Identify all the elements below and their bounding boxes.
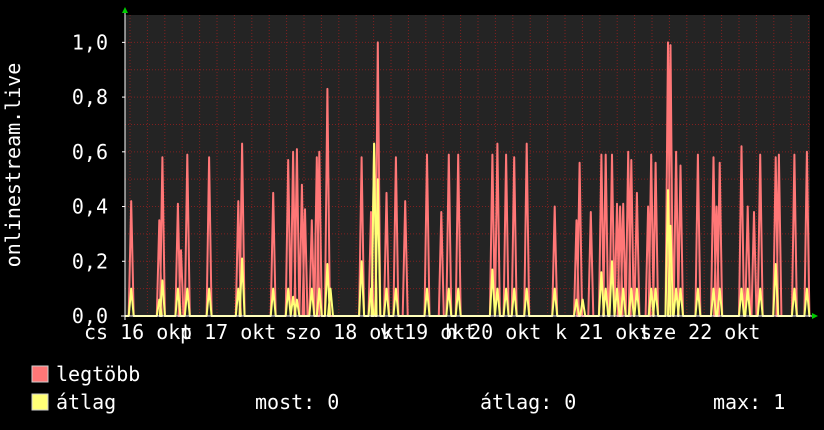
y-axis-arrow-icon — [122, 7, 128, 13]
legend-swatch-max — [31, 365, 49, 383]
x-tick-label: k 21 okt — [555, 320, 651, 344]
x-tick-label: szo 18 okt — [285, 320, 405, 344]
x-tick-label: h 20 okt — [445, 320, 541, 344]
y-tick-label: 1,0 — [72, 30, 108, 54]
legend-label-max: legtöbb — [56, 362, 140, 386]
stat-current: most: 0 — [255, 390, 339, 414]
y-tick-label: 0,8 — [72, 85, 108, 109]
y-tick-label: 0,6 — [72, 140, 108, 164]
stat-average: átlag: 0 — [480, 390, 576, 414]
x-tick-label: cs 16 okt — [84, 320, 192, 344]
y-tick-label: 0,2 — [72, 249, 108, 273]
x-tick-label: v 19 okt — [380, 320, 476, 344]
y-axis-label: onlinestream.live — [1, 63, 25, 268]
series-line — [125, 41, 811, 317]
x-axis-arrow-icon — [812, 313, 818, 319]
y-tick-label: 0,4 — [72, 195, 108, 219]
legend-label-avg: átlag — [56, 390, 116, 414]
plot-area — [125, 15, 810, 316]
legend-swatch-avg — [31, 393, 49, 411]
y-tick-labels: 0,0 0,2 0,4 0,6 0,8 1,0 — [72, 30, 125, 328]
stat-max: max: 1 — [713, 390, 785, 414]
y-tick-label: 0,0 — [72, 304, 108, 328]
axes — [121, 7, 818, 320]
series-max — [125, 41, 811, 317]
x-tick-label: sze 22 okt — [640, 320, 760, 344]
x-tick-label: p 17 okt — [180, 320, 276, 344]
